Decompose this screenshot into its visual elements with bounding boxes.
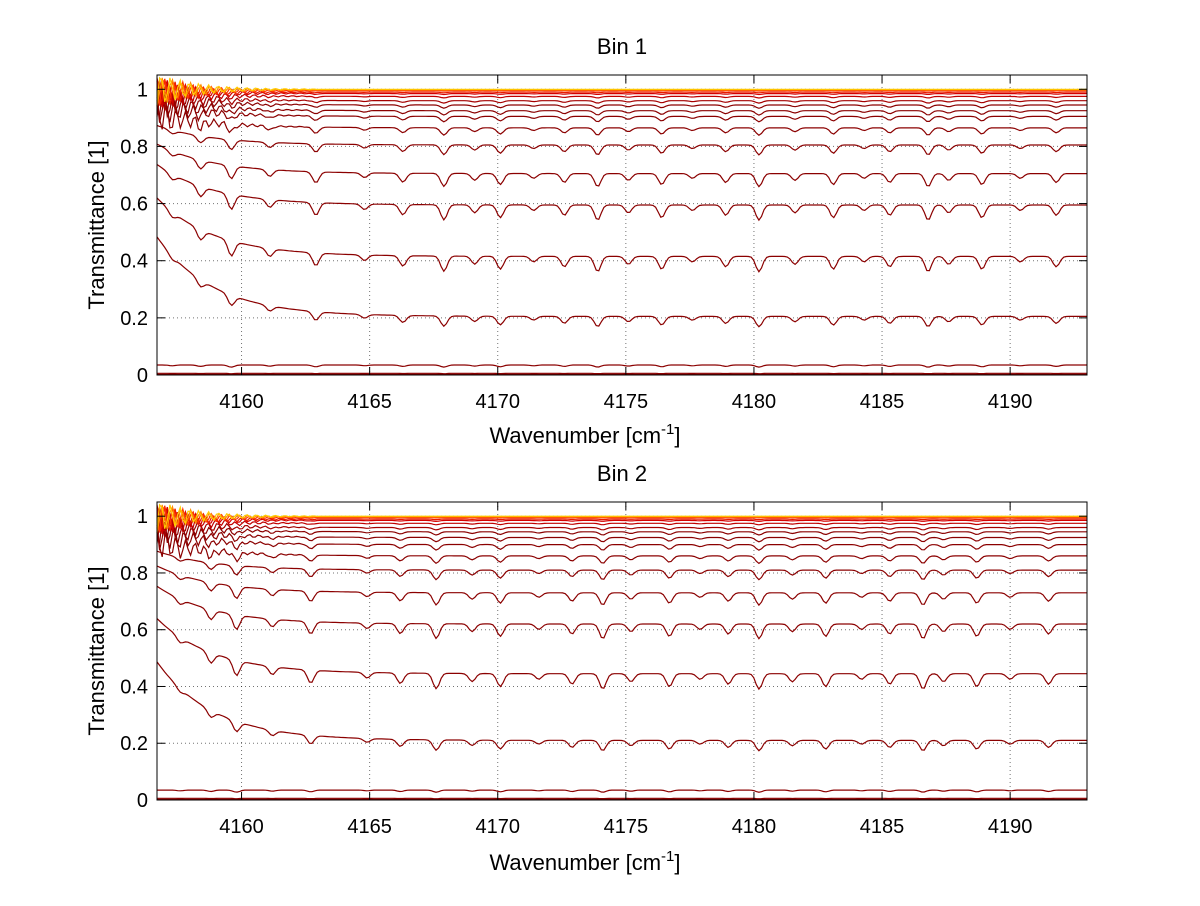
series-line <box>157 662 1087 751</box>
series-line <box>157 94 1087 122</box>
y-tick-label: 0 <box>137 365 148 387</box>
x-tick-label: 4170 <box>475 391 520 413</box>
x-tick-label: 4185 <box>860 391 905 413</box>
series-line <box>157 790 1087 792</box>
x-tick-label: 4160 <box>219 391 264 413</box>
x-tick-label: 4190 <box>988 391 1033 413</box>
y-tick-label: 0.6 <box>120 194 148 216</box>
series-line <box>157 144 1087 187</box>
series-line <box>157 365 1087 367</box>
x-tick-label: 4180 <box>732 816 777 838</box>
x-tick-label: 4175 <box>604 391 649 413</box>
y-tick-label: 0.4 <box>120 251 148 273</box>
y-tick-label: 0.4 <box>120 676 148 698</box>
axes-frame <box>157 502 1087 800</box>
chart-title: Bin 1 <box>597 34 647 59</box>
y-tick-label: 0.2 <box>120 308 148 330</box>
y-tick-label: 0 <box>137 790 148 812</box>
series-line <box>157 126 1087 155</box>
x-tick-label: 4160 <box>219 816 264 838</box>
y-tick-label: 0.6 <box>120 620 148 642</box>
chart-panel-1: 4160 4165 4170 4175 4180 4185 4190 0 0.2 0.4 0.6 0.… <box>84 34 1087 448</box>
series-line <box>157 237 1087 327</box>
y-axis-label: Transmittance [1] <box>84 140 109 309</box>
y-tick-label: 0.8 <box>120 563 148 585</box>
y-tick-label: 0.2 <box>120 733 148 755</box>
y-tick-label: 0.8 <box>120 136 148 158</box>
y-tick-label: 1 <box>137 79 148 101</box>
x-tick-label: 4185 <box>860 816 905 838</box>
x-tick-label: 4165 <box>347 816 392 838</box>
series-line <box>157 165 1087 221</box>
axes-frame <box>157 75 1087 375</box>
chart-title: Bin 2 <box>597 461 647 486</box>
x-tick-label: 4180 <box>732 391 777 413</box>
y-axis-label: Transmittance [1] <box>84 566 109 735</box>
x-axis-label: Wavenumber [cm-1] <box>489 421 680 448</box>
y-tick-label: 1 <box>137 506 148 528</box>
x-tick-label: 4175 <box>604 816 649 838</box>
x-tick-label: 4190 <box>988 816 1033 838</box>
x-axis-label: Wavenumber [cm-1] <box>489 848 680 875</box>
chart-panel-2: 4160 4165 4170 4175 4180 4185 4190 0 0.2 0.4 0.6 0.… <box>84 461 1087 875</box>
series-line <box>157 586 1087 638</box>
x-tick-label: 4165 <box>347 391 392 413</box>
x-tick-label: 4170 <box>475 816 520 838</box>
series-line <box>157 619 1087 690</box>
